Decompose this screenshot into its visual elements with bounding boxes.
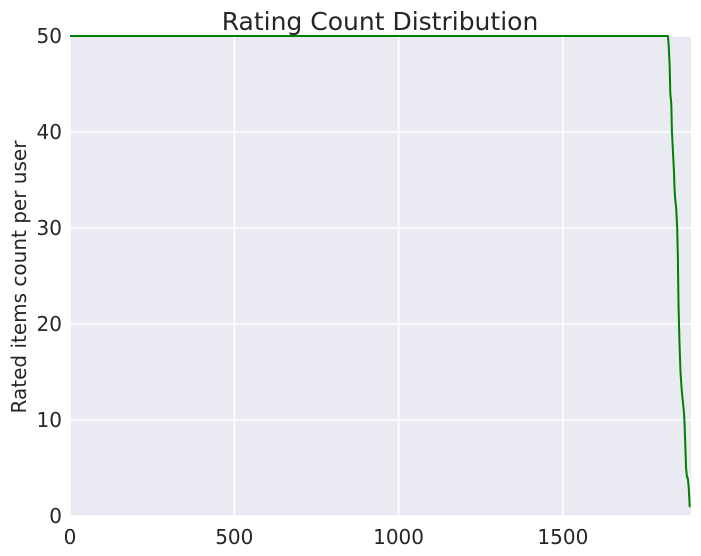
x-tick-label: 1500 <box>537 525 588 549</box>
y-tick-label: 40 <box>37 120 62 144</box>
y-tick-label: 20 <box>37 312 62 336</box>
y-tick-label: 0 <box>49 504 62 528</box>
plot-area <box>70 36 691 516</box>
x-tick-label: 1000 <box>373 525 424 549</box>
y-axis-label: Rated items count per user <box>7 140 31 414</box>
y-tick-label: 50 <box>37 24 62 48</box>
series-layer <box>70 35 691 508</box>
x-tick-label: 500 <box>215 525 253 549</box>
y-tick-label: 10 <box>37 408 62 432</box>
series-line <box>70 35 691 508</box>
x-tick-label: 0 <box>64 525 77 549</box>
chart-title: Rating Count Distribution <box>222 7 539 36</box>
y-tick-label: 30 <box>37 216 62 240</box>
